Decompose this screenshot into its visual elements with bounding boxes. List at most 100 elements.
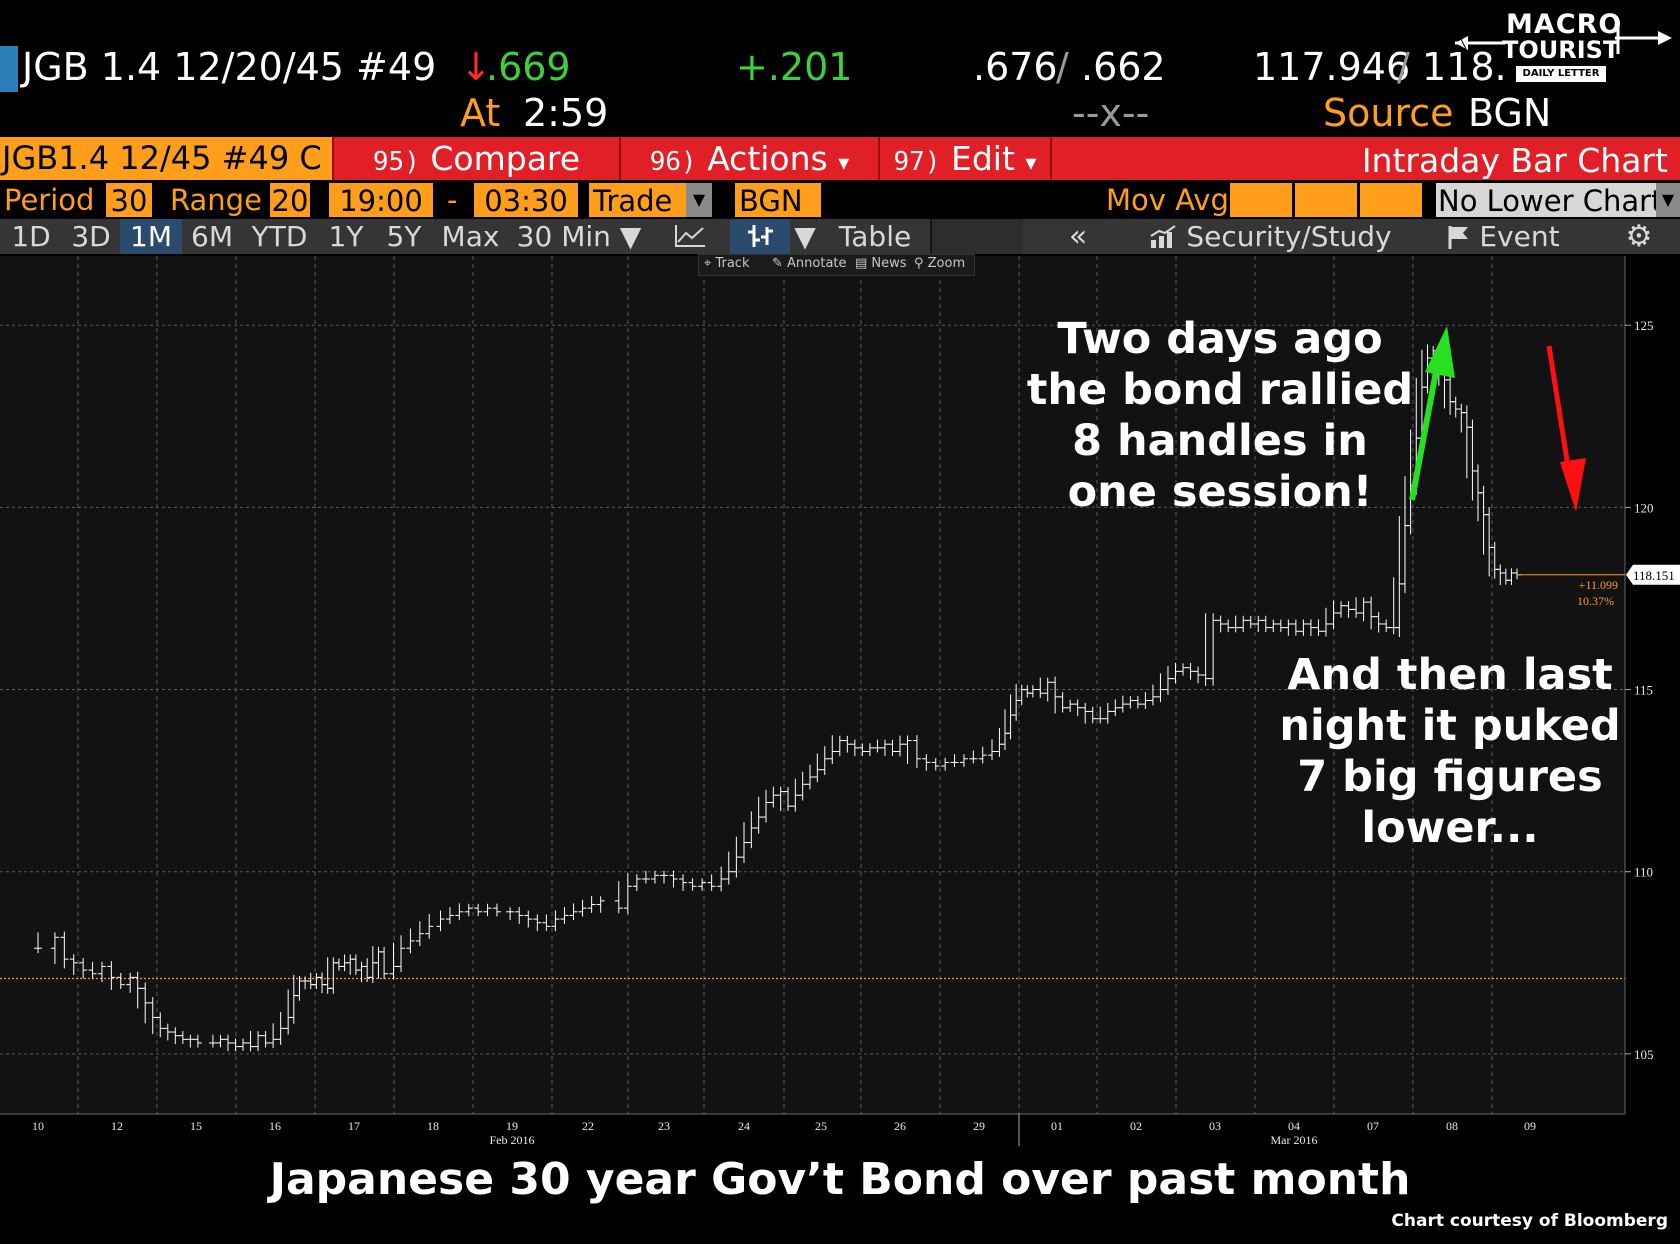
ohlc-bar [865,743,874,757]
ohlc-bar [116,973,125,990]
bar-chart-button[interactable] [730,219,792,254]
table-button[interactable]: Table [820,219,932,254]
ohlc-bar [60,931,69,969]
collapse-icon[interactable]: « [1023,219,1135,254]
price-chart[interactable]: 105 110 115 120 125 10 12 15 16 17 18 19 22 23 24 25 26… [0,256,1680,1152]
period-field[interactable]: 30 [106,183,152,218]
bgn-source-field[interactable]: BGN [735,183,821,218]
quote-header: JGB 1.4 12/20/45 #49 ↓ .669 +.201 .676 /… [0,0,1680,135]
track-button[interactable]: ⌖ Track [704,256,750,271]
security-study-button[interactable]: Security/Study [1133,219,1410,254]
down-arrow-head-icon [1560,458,1586,512]
ohlc-bar [436,910,445,932]
zoom-button[interactable]: ⚲ Zoom [914,256,966,271]
line-chart-button[interactable] [650,219,732,254]
tab-1d[interactable]: 1D [0,219,64,254]
ohlc-bar [1246,615,1255,629]
security-field[interactable]: JGB1.4 12/45 #49 C [0,137,334,180]
mov-avg-field-1[interactable] [1230,183,1292,217]
ohlc-bar [732,836,741,878]
ohlc-bar [959,754,968,767]
ohlc-bar [269,1023,278,1049]
ohlc-bar [515,907,524,924]
compare-button[interactable]: 95) Compare [332,137,619,180]
tab-max[interactable]: Max [433,219,510,254]
x-tick-label: 24 [738,1119,750,1133]
ohlc-bar [1209,613,1218,686]
ohlc-bar [835,735,844,757]
x-tick-label: 12 [111,1119,123,1133]
edit-button[interactable]: 97) Edit ▾ [878,137,1050,180]
chart-caption: Japanese 30 year Gov’t Bond over past mo… [269,1154,1411,1205]
range-field[interactable]: 20 [270,183,310,218]
plot-area [0,256,1625,1114]
ohlc-bar [896,735,904,757]
trade-dropdown-icon[interactable]: ▼ [686,183,712,217]
trade-select[interactable]: Trade [589,183,688,218]
ohlc-bar [1058,692,1067,713]
gear-icon[interactable]: ⚙ [1598,219,1680,254]
ohlc-bar [246,1030,255,1052]
tab-6m[interactable]: 6M [182,219,244,254]
ohlc-bar [1194,666,1203,684]
logo-text-tourist: TOURIST [1502,36,1620,64]
ohlc-bar [717,866,726,892]
ohlc-bar [415,921,424,947]
chart-style-dropdown-icon[interactable]: ▼ [790,219,822,254]
end-time-field[interactable]: 03:30 [474,183,578,218]
annotate-button[interactable]: ✎ Annotate [772,256,847,271]
event-button[interactable]: Event [1408,219,1600,254]
annotation-rally-line: Two days ago [1057,314,1383,364]
ohlc-bar [1239,615,1248,633]
ohlc-bar [922,754,931,771]
annotate-label: Annotate [787,256,847,271]
interval-select[interactable]: 30 Min ▼ [508,219,652,254]
actions-button[interactable]: 96) Actions ▾ [619,137,878,180]
tab-3d[interactable]: 3D [62,219,122,254]
lower-chart-dropdown-icon[interactable]: ▼ [1656,183,1680,217]
ask-price: 118. [1422,45,1507,89]
ohlc-bar [1359,597,1368,622]
ohlc-bar [843,735,852,753]
ohlc-bar [1141,692,1150,709]
ohlc-bar [1179,663,1188,676]
ohlc-bar [820,746,829,775]
ohlc-bar [397,935,406,973]
x-tick-label: 26 [894,1119,906,1133]
ohlc-bar [171,1027,180,1045]
ohlc-bar [632,874,641,892]
ohlc-bar [1118,695,1127,713]
ohlc-bar [107,961,116,990]
mov-avg-field-2[interactable] [1295,183,1357,217]
actions-number: 96) [649,147,697,177]
tab-1m[interactable]: 1M [120,219,184,254]
ohlc-bar [747,811,756,849]
x-tick-label: 07 [1367,1119,1379,1133]
compare-label: Compare [430,139,581,178]
y-tick-label: 125 [1634,318,1654,333]
tab-5y[interactable]: 5Y [375,219,435,254]
lower-chart-select[interactable]: No Lower Chart [1436,183,1663,218]
annotation-selloff-line: 7 big figures [1297,752,1603,802]
ohlc-bar [978,746,987,764]
bid-yield: .676 [973,45,1058,89]
start-time-field[interactable]: 19:00 [329,183,433,218]
ohlc-bar [1337,601,1346,618]
mov-avg-label: Mov Avg [1106,183,1229,217]
ohlc-bar [148,997,157,1035]
ohlc-bar [1269,619,1278,632]
tab-1y[interactable]: 1Y [317,219,377,254]
tab-ytd[interactable]: YTD [242,219,319,254]
ohlc-bar [1073,699,1082,717]
last-price-label: 118.151 [1633,568,1675,583]
last-yield: .669 [486,45,571,89]
x-tick-label: 02 [1130,1119,1142,1133]
ohlc-bar [903,735,912,764]
ohlc-bar [969,750,978,764]
x-tick-label: 03 [1209,1119,1221,1133]
news-button[interactable]: ▤ News [855,256,907,271]
track-label: Track [715,256,750,271]
ohlc-bar [850,739,859,757]
x-tick-label: 01 [1051,1119,1063,1133]
mov-avg-field-3[interactable] [1360,183,1422,217]
